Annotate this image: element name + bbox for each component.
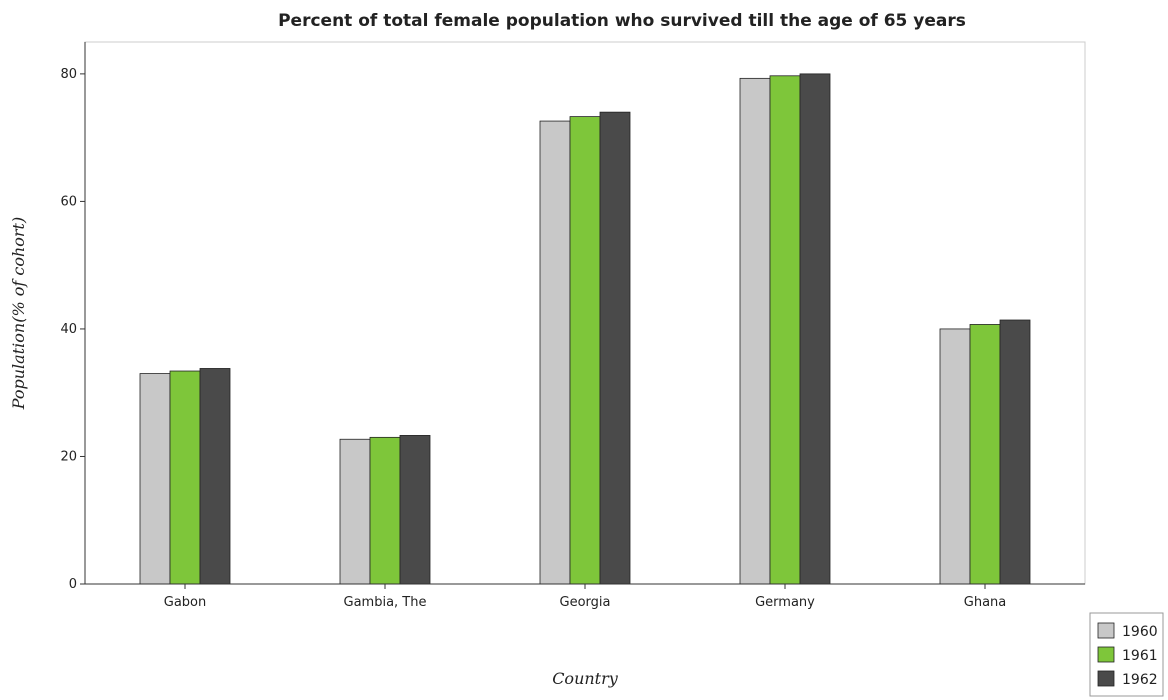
x-axis: Gabon Gambia, The Georgia Germany Ghana: [85, 583, 1085, 610]
legend-label-1962: 1962: [1122, 672, 1158, 688]
bar-1962-ghana: [999, 319, 1031, 585]
bar-1962-gabon: [199, 368, 231, 585]
bar-1960-georgia: [539, 120, 571, 585]
bar-1962-gambia-the: [399, 435, 431, 585]
legend-swatch-1962: [1097, 670, 1115, 687]
x-tick-label: Georgia: [560, 595, 611, 610]
bar-1961-georgia: [569, 116, 601, 585]
bar-1961-gambia-the: [369, 436, 401, 585]
legend-label-1960: 1960: [1122, 624, 1158, 640]
bar-1961-ghana: [969, 324, 1001, 585]
bar-1962-georgia: [599, 111, 631, 585]
bar-1960-germany: [739, 77, 771, 585]
bar-1961-gabon: [169, 370, 201, 585]
x-tick-label: Ghana: [964, 595, 1007, 610]
x-tick-label: Gambia, The: [344, 595, 427, 610]
y-axis-label: Population(% of cohort): [9, 217, 28, 410]
y-tick-label: 40: [60, 322, 77, 337]
legend-swatch-1961: [1097, 646, 1115, 663]
x-tick-label: Germany: [755, 595, 815, 610]
y-tick-label: 0: [69, 577, 77, 592]
x-tick-label: Gabon: [164, 595, 207, 610]
chart-title: Percent of total female population who s…: [278, 11, 966, 31]
legend: 1960 1961 1962: [1089, 612, 1164, 697]
bars-layer: [139, 73, 1031, 585]
x-axis-label: Country: [552, 669, 619, 688]
legend-swatch-1960: [1097, 622, 1115, 639]
bar-1960-gambia-the: [339, 438, 371, 585]
y-axis: 0 20 40 60 80: [60, 42, 86, 592]
bar-1961-germany: [769, 75, 801, 585]
bar-1962-germany: [799, 73, 831, 585]
bar-1960-ghana: [939, 328, 971, 585]
bar-1960-gabon: [139, 373, 171, 585]
y-tick-label: 20: [60, 449, 77, 464]
y-tick-label: 80: [60, 67, 77, 82]
y-tick-label: 60: [60, 194, 77, 209]
legend-label-1961: 1961: [1122, 648, 1158, 664]
